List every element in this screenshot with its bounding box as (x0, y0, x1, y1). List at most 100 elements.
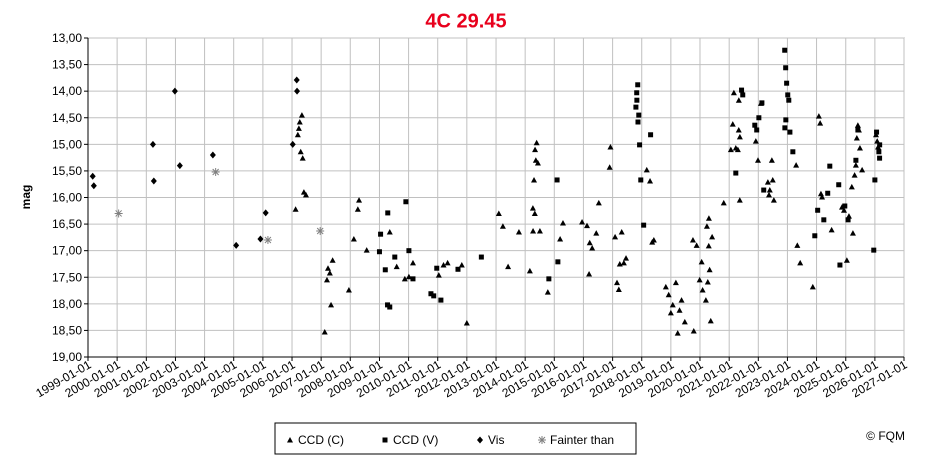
data-point (233, 241, 240, 249)
data-point (856, 145, 863, 151)
data-point (546, 276, 552, 282)
data-point (321, 329, 328, 335)
data-point (766, 187, 773, 193)
data-point (736, 197, 743, 203)
data-point (845, 213, 852, 219)
data-point (385, 210, 391, 216)
data-point (845, 217, 851, 223)
data-point (499, 223, 506, 229)
data-point (534, 159, 541, 166)
data-point (593, 230, 600, 236)
data-point (849, 230, 856, 236)
data-point (559, 220, 566, 226)
data-point (150, 177, 157, 185)
data-point (618, 229, 625, 235)
data-point (431, 293, 437, 299)
data-point (589, 245, 596, 251)
data-point (356, 197, 363, 203)
data-point (853, 134, 860, 141)
data-point (299, 155, 306, 161)
data-point (843, 257, 850, 263)
legend-symbol (477, 436, 483, 444)
data-point (707, 317, 714, 324)
data-point (729, 121, 736, 127)
data-point (837, 262, 843, 268)
data-point (263, 236, 272, 245)
data-point (821, 217, 827, 223)
data-point (815, 113, 822, 119)
data-point (392, 254, 398, 260)
data-point (662, 283, 669, 290)
y-tick-label: 14,00 (52, 84, 82, 98)
data-point (769, 176, 776, 183)
y-axis-label: mag (19, 185, 33, 210)
data-point (641, 222, 647, 228)
data-point (294, 87, 301, 95)
data-point (681, 318, 688, 325)
data-point (623, 255, 630, 261)
data-point (149, 140, 156, 148)
data-point (705, 215, 712, 221)
data-point (328, 301, 335, 308)
data-point (790, 149, 796, 155)
data-point (532, 146, 539, 153)
legend-symbol (287, 437, 293, 443)
data-point (752, 122, 758, 128)
data-point (211, 167, 220, 176)
legend-label: CCD (V) (393, 433, 438, 447)
legend-box (274, 422, 637, 455)
data-point (643, 166, 650, 173)
data-point (840, 207, 847, 213)
data-point (298, 112, 305, 118)
data-point (401, 275, 408, 282)
data-point (784, 80, 790, 86)
data-point (536, 227, 543, 234)
data-point (257, 235, 264, 243)
legend-label: Fainter than (550, 433, 614, 447)
data-point (595, 199, 602, 206)
data-point (531, 176, 538, 183)
data-point (635, 119, 641, 125)
data-point (740, 92, 746, 98)
data-point (809, 283, 816, 290)
data-point (554, 177, 560, 183)
legend-symbol (538, 436, 546, 444)
data-point (720, 199, 727, 206)
data-point (406, 248, 412, 254)
data-point (378, 231, 384, 237)
y-tick-label: 18,00 (52, 297, 82, 311)
data-point (579, 218, 586, 225)
data-point (495, 210, 502, 216)
data-point (754, 157, 761, 163)
data-point (877, 142, 883, 148)
data-point (635, 82, 641, 88)
data-point (302, 191, 309, 198)
data-point (793, 162, 800, 168)
data-point (89, 172, 96, 180)
data-point (607, 143, 614, 150)
data-point (438, 297, 444, 303)
data-point (706, 266, 713, 273)
data-point (329, 257, 336, 263)
data-point (637, 142, 643, 148)
data-point (555, 259, 561, 265)
data-point (815, 207, 821, 213)
data-point (409, 259, 416, 266)
data-point (289, 140, 296, 148)
y-tick-label: 15,50 (52, 164, 82, 178)
data-point (735, 97, 742, 103)
data-point (586, 271, 593, 277)
y-tick-label: 14,50 (52, 111, 82, 125)
data-point (478, 254, 484, 260)
data-point (678, 297, 685, 303)
data-point (650, 237, 657, 243)
data-point (376, 249, 382, 255)
data-point (851, 172, 858, 178)
data-point (825, 190, 831, 196)
y-tick-label: 18,50 (52, 323, 82, 337)
data-point (739, 87, 745, 93)
data-point (387, 304, 393, 310)
data-point (665, 291, 672, 298)
data-point (613, 279, 620, 286)
